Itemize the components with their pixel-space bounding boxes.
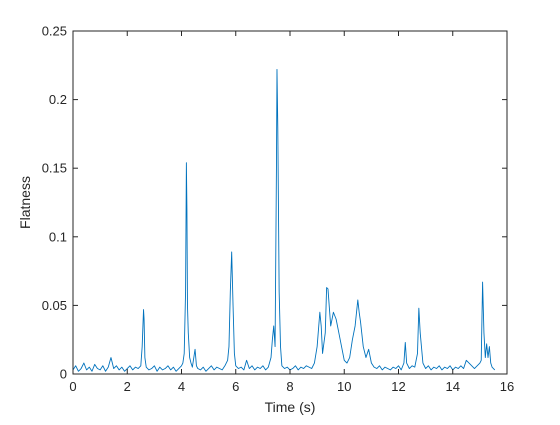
series-line-1 (72, 68, 496, 372)
y-tick-label: 0.15 (42, 161, 67, 176)
x-tick-label: 0 (69, 379, 76, 394)
y-tick-label: 0 (60, 367, 67, 382)
y-axis-label: Flatness (17, 176, 33, 229)
x-tick-label: 2 (124, 379, 131, 394)
y-tick-label: 0.25 (42, 24, 67, 39)
y-tick-label: 0.2 (49, 92, 67, 107)
y-tick-label: 0.05 (42, 298, 67, 313)
x-tick-label: 12 (391, 379, 405, 394)
x-tick-label: 8 (286, 379, 293, 394)
plot-area (72, 68, 496, 372)
tick-marks (72, 30, 508, 375)
x-axis-label: Time (s) (265, 399, 316, 415)
x-tick-label: 4 (178, 379, 185, 394)
x-tick-label: 10 (337, 379, 351, 394)
x-tick-label: 14 (446, 379, 460, 394)
x-tick-label: 6 (232, 379, 239, 394)
x-tick-label: 16 (500, 379, 514, 394)
x-tick-labels: 0 2 4 6 8 10 12 14 16 (69, 379, 514, 394)
y-tick-labels: 0 0.05 0.1 0.15 0.2 0.25 (42, 24, 67, 382)
y-tick-label: 0.1 (49, 229, 67, 244)
